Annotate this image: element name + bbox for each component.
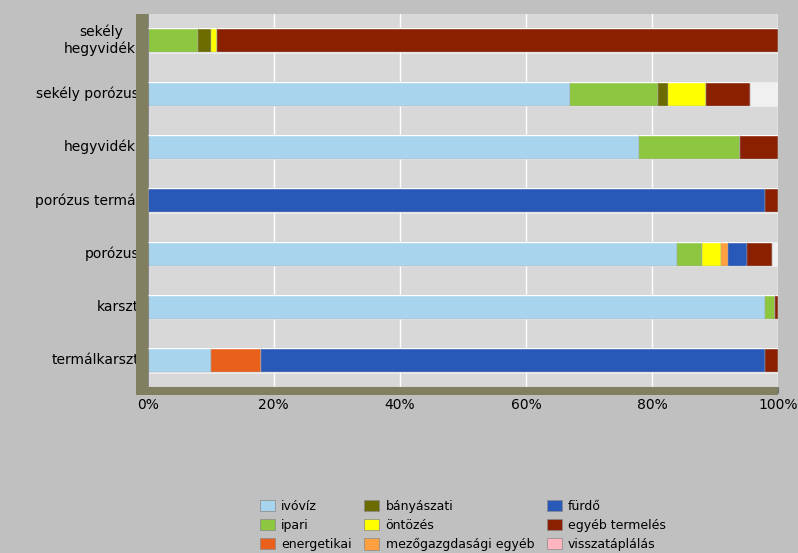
Bar (148, 135, 639, 159)
Bar (668, 82, 705, 106)
Bar (148, 373, 778, 387)
Bar (148, 67, 778, 81)
Bar (765, 348, 778, 372)
Bar (741, 135, 778, 159)
Bar (148, 334, 778, 347)
Bar (148, 242, 678, 266)
Bar (728, 242, 747, 266)
Bar (702, 242, 721, 266)
Bar (198, 29, 211, 53)
Bar (658, 82, 668, 106)
Bar (678, 242, 702, 266)
Bar (721, 242, 728, 266)
Bar (261, 348, 765, 372)
Bar (148, 227, 778, 241)
Bar (765, 189, 778, 212)
Bar (148, 121, 778, 134)
Bar (148, 295, 765, 319)
Bar (148, 29, 198, 53)
Bar (148, 320, 778, 334)
Bar (705, 82, 749, 106)
Bar (211, 348, 261, 372)
Bar (148, 213, 778, 227)
Bar (639, 135, 741, 159)
Legend: ivóvíz, ipari, energetikai, bányászati, öntözés, mezőgazgdasági egyéb, fürdő, eg: ivóvíz, ipari, energetikai, bányászati, … (255, 494, 670, 553)
Bar (765, 295, 775, 319)
Bar (148, 160, 778, 174)
Bar (148, 82, 570, 106)
Bar (148, 107, 778, 121)
Bar (570, 82, 658, 106)
Bar (211, 29, 217, 53)
Bar (148, 280, 778, 294)
Bar (148, 14, 778, 28)
Bar (148, 348, 211, 372)
Bar (148, 54, 778, 67)
Bar (747, 242, 772, 266)
Bar (775, 295, 778, 319)
Bar (217, 29, 778, 53)
Bar (148, 189, 765, 212)
Bar (148, 267, 778, 280)
Bar (148, 174, 778, 187)
